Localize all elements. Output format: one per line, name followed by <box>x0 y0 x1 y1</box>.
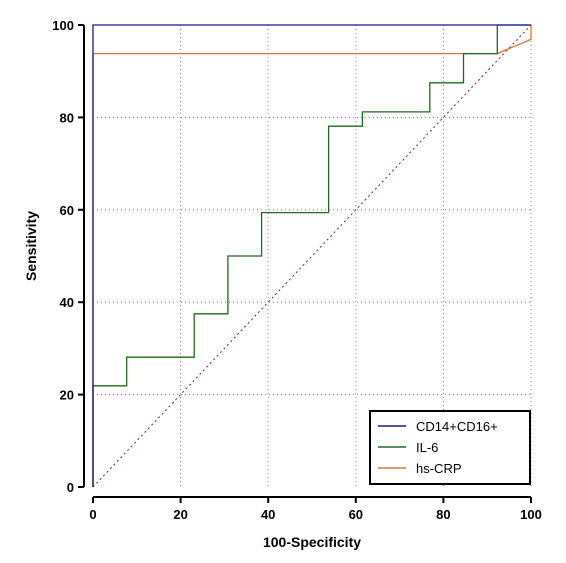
legend-label: CD14+CD16+ <box>416 419 498 434</box>
legend-label: hs-CRP <box>416 461 462 476</box>
y-tick-labels: 0 20 40 60 80 100 <box>52 18 74 495</box>
y-tick-label: 0 <box>67 480 74 495</box>
x-axis-title: 100-Specificity <box>263 534 361 550</box>
x-tick-label: 0 <box>89 507 96 522</box>
y-tick-label: 40 <box>60 295 74 310</box>
y-axis-title: Sensitivity <box>23 211 39 281</box>
legend-label: IL-6 <box>416 440 438 455</box>
x-tick-label: 20 <box>173 507 187 522</box>
roc-line-cd14-cd16- <box>92 24 531 487</box>
y-tick-label: 80 <box>60 110 74 125</box>
x-tick-label: 100 <box>520 507 542 522</box>
roc-curves <box>92 24 532 487</box>
legend: CD14+CD16+ IL-6 hs-CRP <box>369 410 531 485</box>
reference-diagonal <box>92 24 532 488</box>
diagonal-line <box>92 24 532 488</box>
x-tick-label: 80 <box>436 507 450 522</box>
x-tick-label: 40 <box>261 507 275 522</box>
roc-line-il-6 <box>92 24 531 487</box>
x-tick-label: 60 <box>349 507 363 522</box>
y-tick-label: 100 <box>52 18 74 33</box>
y-tick-label: 20 <box>60 388 74 403</box>
x-tick-labels: 0 20 40 60 80 100 <box>89 507 541 522</box>
y-tick-label: 60 <box>60 203 74 218</box>
axes <box>78 24 532 503</box>
